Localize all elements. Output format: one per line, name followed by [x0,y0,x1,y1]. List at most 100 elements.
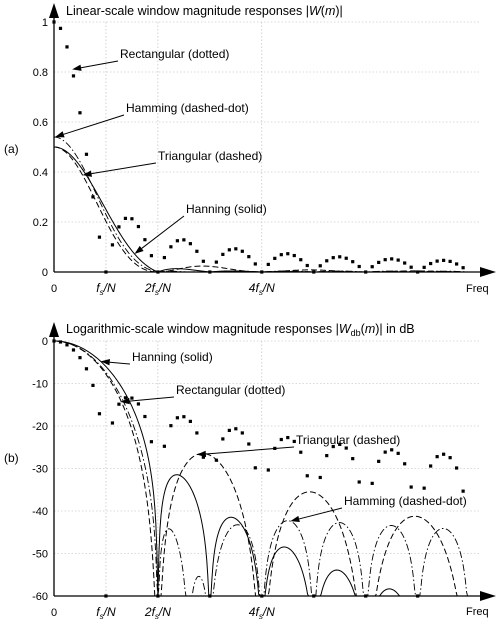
annotation-arrowhead [82,170,92,177]
panel-b-x-ticks: 0 fs/N 2fs/N 4fs/N [51,605,275,621]
rect-window-point [175,239,179,243]
panel-a-annotations: Rectangular (dotted) Hamming (dashed-dot)… [55,47,267,254]
x-tick-label: fs/N [96,605,116,621]
rect-window-point [448,259,452,263]
rect-window-point [305,474,309,478]
y-tick-label: -10 [32,379,48,391]
rect-window-point [104,594,108,598]
panel-a-x-axis-arrow [480,267,496,277]
y-tick-label: -40 [32,506,48,518]
rect-window-point [234,427,238,431]
rect-window-point [136,402,141,406]
rect-window-point [331,444,335,449]
rect-window-point [91,383,95,387]
rect-window-point [383,450,387,454]
y-tick-label: -30 [32,464,48,476]
rect-window-point [97,412,102,416]
annotation-arrowhead [196,450,207,458]
annotation-label: Triangular (dashed) [296,433,400,447]
rect-window-point [84,152,89,156]
rect-window-point [351,457,355,461]
annotation-arrow [80,60,119,69]
y-tick-label: 0.4 [33,167,48,179]
panel-b-title: Logarithmic-scale window magnitude respo… [66,322,415,338]
rect-window-point [286,252,290,256]
rect-window-point [299,450,303,454]
rect-window-point [377,260,381,265]
rect-window-point [201,259,205,263]
x-tick-label: 4fs/N [249,605,275,621]
annotation-label: Hanning (solid) [186,202,267,216]
panel-a-linear: (a) Linear-scale window magnitude respon… [4,3,496,297]
rect-window-point [422,265,426,269]
rect-window-point [240,249,244,253]
rect-window-point [221,252,225,256]
rect-window-point [370,481,374,485]
rect-window-point [429,261,433,266]
rect-window-point [97,235,102,239]
rect-window-point [292,439,296,444]
annotation-arrowhead [55,131,65,138]
annotation-arrow [109,361,131,365]
annotation-arrowhead [134,245,144,254]
rect-window-point [182,238,186,242]
annotation-label: Hanning (solid) [132,350,213,364]
panel-b-annotations: Hanning (solid) Rectangular (dotted) Trian… [100,350,467,523]
rect-window-point [227,428,231,433]
rect-window-point [279,253,283,257]
x-tick-label: 2fs/N [144,605,171,621]
rect-window-point [325,259,329,263]
panel-a-grid [54,21,480,272]
annotation-label: Triangular (dashed) [158,149,262,163]
rect-window-point [357,264,361,269]
rect-window-point [429,464,433,468]
rect-window-point [390,257,394,261]
rect-window-point [279,437,283,442]
rect-window-point [65,343,69,347]
panel-b-label: (b) [4,451,19,465]
panel-b-y-ticks: 0 -10 -20 -30 -40 -50 -60 [32,336,48,603]
annotation-arrow [129,396,175,402]
rect-window-point [312,594,316,598]
rect-window-point [65,45,69,49]
rect-window-point [247,442,251,446]
rect-window-point [318,475,322,480]
rect-window-point [383,258,387,262]
annotation-arrowhead [72,64,82,71]
annotation-arrowhead [120,397,130,405]
rect-window-point [110,421,115,425]
rect-window-point [318,264,322,268]
rect-window-point [214,260,218,264]
rect-window-point [84,367,89,371]
y-tick-label: 0 [42,267,48,279]
rect-window-point [156,594,160,598]
annotation-label: Hamming (dashed-dot) [344,494,467,508]
panel-a-y-ticks: 0 0.2 0.4 0.6 0.8 1 [33,17,48,279]
rect-window-point [117,402,121,406]
x-tick-label: 0 [51,607,57,619]
rect-window-point [370,265,374,269]
rect-window-point [403,261,407,265]
rect-window-point [390,448,394,452]
rect-window-point [409,485,413,489]
rect-window-point [461,266,465,270]
x-tick-label: 2fs/N [144,281,171,297]
panel-b-x-axis-label: Freq [466,606,489,618]
rect-window-point [104,270,108,274]
rect-window-point [169,245,173,249]
hann-window-curve [53,146,469,273]
rect-window-point [188,242,192,246]
x-tick-label: 4fs/N [249,281,275,297]
rect-window-point [240,431,244,435]
rect-window-point [396,451,400,455]
annotation-arrow [91,162,157,175]
annotation-label: Rectangular (dotted) [176,383,285,397]
rect-window-point [188,419,192,423]
rect-window-point [253,466,257,470]
rect-window-point [357,480,361,484]
rect-window-point [123,216,128,220]
y-tick-label: 0 [42,336,48,348]
rect-window-point [305,263,309,268]
rect-window-point [247,255,251,259]
